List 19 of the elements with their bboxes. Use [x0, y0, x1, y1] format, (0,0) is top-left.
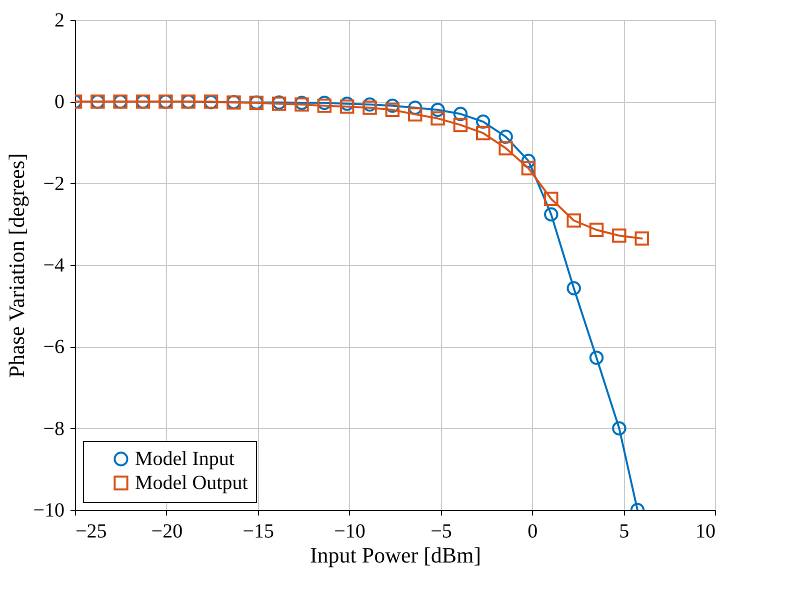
y-tick-label: −2 — [43, 172, 64, 195]
y-tick-label: −8 — [43, 418, 64, 440]
y-tick-label: −10 — [33, 500, 64, 522]
y-tick-label: −6 — [43, 336, 64, 358]
x-tick-label: −10 — [334, 520, 366, 542]
x-tick-label: 0 — [528, 520, 538, 542]
x-tick-label: −15 — [242, 520, 274, 542]
x-tick-label: 10 — [696, 520, 716, 542]
legend-label: Model Output — [135, 472, 248, 494]
y-axis-title: Phase Variation [degrees] — [4, 153, 30, 378]
x-tick-label: −25 — [76, 520, 107, 542]
y-tick-label: 0 — [54, 91, 64, 114]
legend-label: Model Input — [135, 448, 235, 470]
x-axis-title: Input Power [dBm] — [310, 542, 482, 568]
y-tick-label: 2 — [54, 10, 64, 32]
x-tick-label: 5 — [619, 520, 630, 542]
x-tick-label: −20 — [151, 520, 183, 542]
x-tick-label: −5 — [430, 520, 452, 542]
y-tick-label: −4 — [43, 254, 64, 276]
